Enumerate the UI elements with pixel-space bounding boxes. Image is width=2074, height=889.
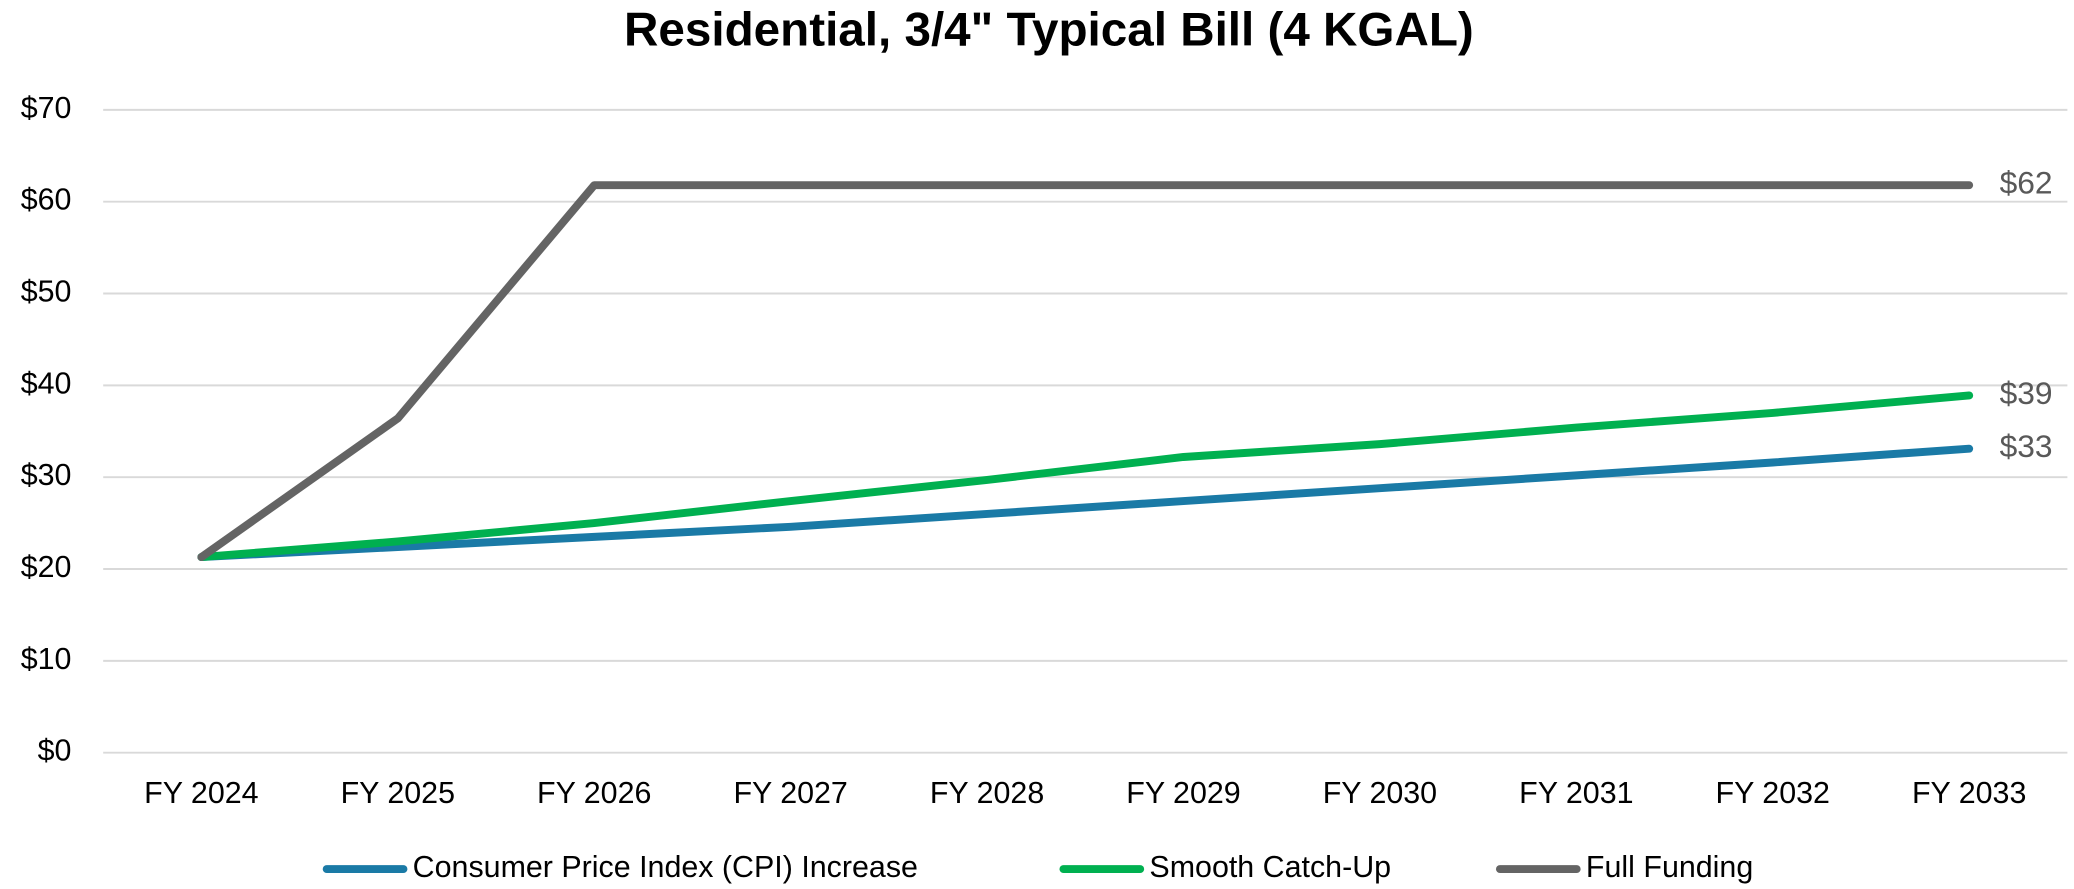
chart-title: Residential, 3/4" Typical Bill (4 KGAL) — [624, 4, 1474, 57]
x-tick-label: FY 2029 — [1126, 776, 1240, 810]
y-tick-label: $50 — [21, 275, 72, 309]
data-label: $33 — [2000, 428, 2053, 464]
x-tick-label: FY 2028 — [930, 776, 1044, 810]
series-line — [197, 391, 1974, 562]
y-tick-label: $20 — [21, 550, 72, 584]
legend-label: Consumer Price Index (CPI) Increase — [413, 850, 918, 884]
legend-label: Smooth Catch-Up — [1149, 850, 1391, 884]
x-tick-label: FY 2033 — [1912, 776, 2026, 810]
y-tick-label: $40 — [21, 366, 72, 400]
data-label: $39 — [2000, 375, 2053, 411]
data-label: $62 — [2000, 165, 2053, 201]
y-tick-label: $30 — [21, 458, 72, 492]
y-tick-label: $60 — [21, 183, 72, 217]
legend-label: Full Funding — [1586, 850, 1753, 884]
y-tick-label: $10 — [21, 642, 72, 676]
y-tick-label: $70 — [21, 91, 72, 125]
x-tick-label: FY 2030 — [1323, 776, 1437, 810]
x-tick-label: FY 2026 — [537, 776, 651, 810]
y-tick-label: $0 — [38, 734, 72, 768]
x-tick-label: FY 2032 — [1716, 776, 1830, 810]
x-tick-label: FY 2024 — [144, 776, 258, 810]
x-tick-label: FY 2027 — [733, 776, 847, 810]
x-tick-label: FY 2031 — [1519, 776, 1633, 810]
series-line — [197, 444, 1974, 562]
series-line — [197, 181, 1974, 562]
x-tick-label: FY 2025 — [341, 776, 455, 810]
